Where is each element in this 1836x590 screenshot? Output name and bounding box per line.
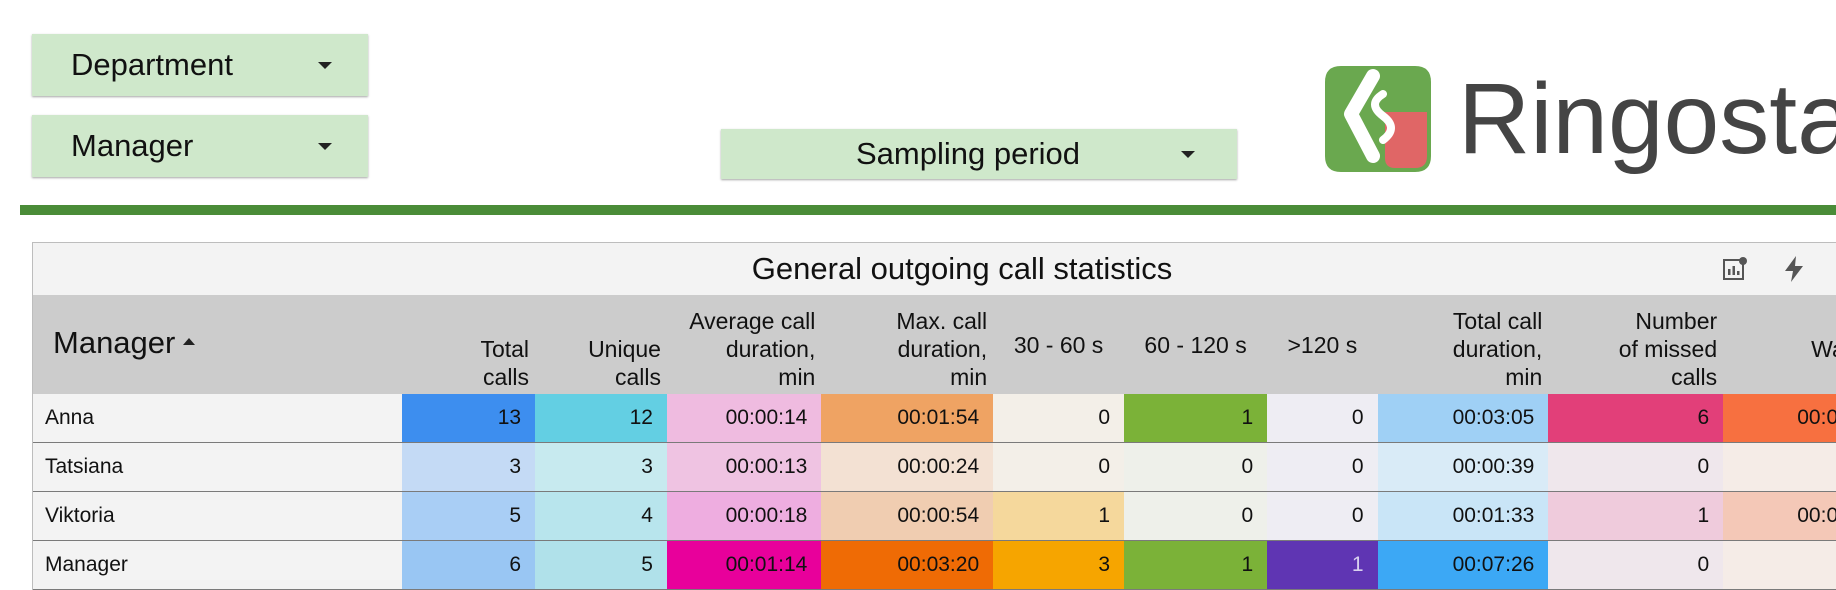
table-row: Tatsiana 3 3 00:00:13 00:00:24 0 0 0 00:… [33, 442, 1836, 492]
cell-60-120-s: 1 [1124, 394, 1268, 443]
cell-max-duration: 00:00:24 [821, 442, 994, 492]
header-waiting-time[interactable]: Waitingtime [1723, 295, 1836, 394]
table-row: Manager 6 5 00:01:14 00:03:20 3 1 1 00:0… [33, 540, 1836, 590]
header-total-calls[interactable]: Total calls [402, 295, 536, 394]
header-max-call-duration[interactable]: Max. call duration, min [821, 295, 994, 394]
call-statistics-panel: General outgoing call statistics Manager [32, 242, 1836, 590]
chart-settings-icon [1723, 257, 1747, 280]
explore-button[interactable] [1778, 253, 1810, 285]
cell-average-duration: 00:00:18 [666, 491, 822, 541]
cell-waiting-time: 00:00:30 [1723, 491, 1836, 541]
section-divider [20, 205, 1836, 215]
header-over-120-s[interactable]: >120 s [1267, 295, 1378, 394]
sampling-period-filter[interactable]: Sampling period [721, 129, 1237, 179]
manager-filter-label: Manager [71, 128, 194, 163]
cell-30-60-s: 3 [993, 540, 1124, 590]
call-statistics-table: Manager Total calls Unique calls Average c… [33, 295, 1836, 590]
manager-filter[interactable]: Manager [32, 115, 368, 177]
department-filter[interactable]: Department [32, 34, 368, 96]
ringostat-logo: Ringostat [1323, 64, 1836, 180]
header-unique-calls[interactable]: Unique calls [535, 295, 667, 394]
cell-missed-calls: 1 [1548, 491, 1724, 541]
cell-unique-calls: 5 [535, 540, 667, 590]
department-dropdown-icon [318, 62, 332, 69]
cell-total-duration: 00:01:33 [1377, 491, 1549, 541]
cell-over-120-s: 0 [1267, 491, 1378, 541]
logo-text: Ringostat [1458, 63, 1836, 175]
header-average-call-duration[interactable]: Average call duration, min [666, 295, 822, 394]
cell-over-120-s: 1 [1267, 540, 1378, 590]
cell-total-calls: 6 [402, 540, 536, 590]
manager-dropdown-icon [318, 143, 332, 150]
cell-unique-calls: 4 [535, 491, 667, 541]
sampling-period-label: Sampling period [855, 136, 1081, 171]
cell-manager-name: Manager [33, 540, 403, 590]
cell-unique-calls: 12 [535, 394, 667, 443]
header-total-call-duration[interactable]: Total call duration, min [1377, 295, 1549, 394]
cell-total-duration: 00:03:05 [1377, 394, 1549, 443]
cell-60-120-s: 0 [1124, 442, 1268, 492]
cell-missed-calls: 0 [1548, 442, 1724, 492]
cell-total-calls: 5 [402, 491, 536, 541]
cell-missed-calls: 0 [1548, 540, 1724, 590]
table-row: Viktoria 5 4 00:00:18 00:00:54 1 0 0 00:… [33, 491, 1836, 541]
cell-over-120-s: 0 [1267, 394, 1378, 443]
cell-over-120-s: 0 [1267, 442, 1378, 492]
bolt-icon [1785, 256, 1803, 282]
cell-unique-calls: 3 [535, 442, 667, 492]
cell-total-calls: 3 [402, 442, 536, 492]
header-60-120-s[interactable]: 60 - 120 s [1124, 295, 1268, 394]
cell-60-120-s: 0 [1124, 491, 1268, 541]
cell-total-calls: 13 [402, 394, 536, 443]
sort-ascending-icon [183, 338, 196, 346]
header-manager[interactable]: Manager [33, 295, 403, 394]
cell-waiting-time: 0 [1723, 540, 1836, 590]
cell-average-duration: 00:01:14 [666, 540, 822, 590]
cell-max-duration: 00:01:54 [821, 394, 994, 443]
cell-manager-name: Anna [33, 394, 403, 443]
cell-manager-name: Viktoria [33, 491, 403, 541]
chart-settings-button[interactable] [1719, 253, 1751, 285]
cell-waiting-time: 00:02:02 [1723, 394, 1836, 443]
cell-30-60-s: 0 [993, 442, 1124, 492]
cell-missed-calls: 6 [1548, 394, 1724, 443]
cell-30-60-s: 1 [993, 491, 1124, 541]
cell-max-duration: 00:03:20 [821, 540, 994, 590]
cell-60-120-s: 1 [1124, 540, 1268, 590]
cell-manager-name: Tatsiana [33, 442, 403, 492]
panel-title: General outgoing call statistics [751, 251, 1173, 286]
header-30-60-s[interactable]: 30 - 60 s [993, 295, 1124, 394]
table-row: Anna 13 12 00:00:14 00:01:54 0 1 0 00:03… [33, 394, 1836, 443]
cell-total-duration: 00:00:39 [1377, 442, 1549, 492]
header-missed-calls[interactable]: Number of missed calls [1548, 295, 1724, 394]
table-header-row: Manager Total calls Unique calls Average c… [33, 295, 1836, 394]
cell-average-duration: 00:00:14 [666, 394, 822, 443]
sampling-period-dropdown-icon [1181, 151, 1195, 158]
cell-average-duration: 00:00:13 [666, 442, 822, 492]
cell-max-duration: 00:00:54 [821, 491, 994, 541]
cell-total-duration: 00:07:26 [1377, 540, 1549, 590]
department-filter-label: Department [71, 47, 233, 82]
cell-waiting-time: 0 [1723, 442, 1836, 492]
cell-30-60-s: 0 [993, 394, 1124, 443]
ringostat-logo-mark-icon [1325, 66, 1431, 172]
